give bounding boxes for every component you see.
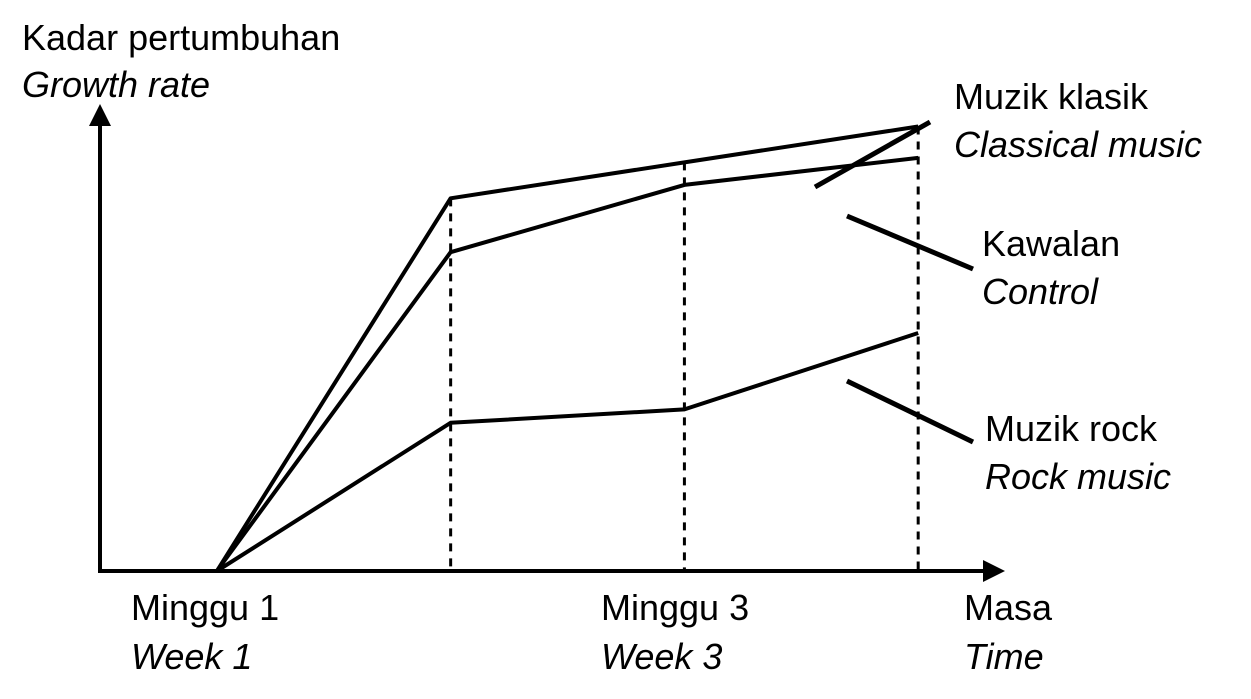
- x-axis-label: Masa: [964, 587, 1053, 628]
- series-label-rock: Muzik rock: [985, 408, 1158, 449]
- x-tick-label-week1: Minggu 1: [131, 587, 279, 628]
- series-line-rock: [215, 331, 919, 573]
- series-label-classical: Muzik klasik: [954, 76, 1149, 117]
- x-tick-label-week3: Minggu 3: [601, 587, 749, 628]
- series-label-classical-en: Classical music: [954, 124, 1202, 165]
- y-axis-label-en: Growth rate: [22, 64, 210, 105]
- series-lines: [215, 124, 919, 573]
- x-axis-label-en: Time: [964, 636, 1044, 677]
- leader-line-rock: [845, 378, 975, 445]
- x-tick-label-week3-en: Week 3: [601, 636, 722, 677]
- series-label-control-en: Control: [982, 271, 1099, 312]
- dashed-guides: [449, 126, 920, 571]
- y-axis-arrowhead: [89, 104, 111, 126]
- leader-lines: [813, 119, 975, 445]
- leader-line-control: [846, 213, 974, 272]
- series-line-control: [215, 155, 919, 573]
- axes: [89, 104, 1005, 582]
- x-axis-arrowhead: [983, 560, 1005, 582]
- leader-line-classical: [813, 119, 932, 190]
- series-label-control: Kawalan: [982, 223, 1120, 264]
- y-axis-label: Kadar pertumbuhan: [22, 17, 340, 58]
- series-label-rock-en: Rock music: [985, 456, 1171, 497]
- series-line-classical: [215, 124, 919, 573]
- x-tick-label-week1-en: Week 1: [131, 636, 252, 677]
